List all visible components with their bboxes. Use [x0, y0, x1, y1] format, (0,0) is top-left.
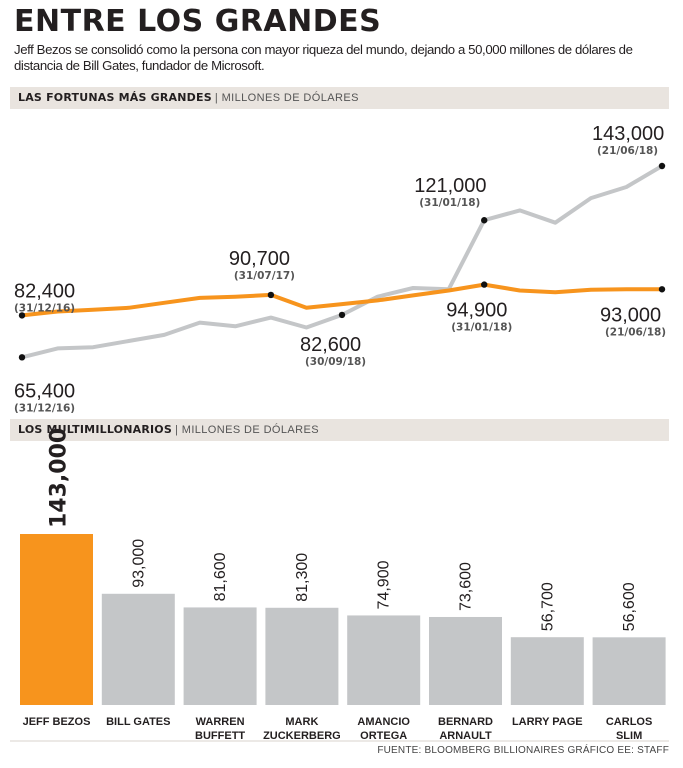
bar	[20, 534, 93, 705]
bar-value-label: 93,000	[130, 539, 147, 588]
bar-category-label: BERNARD	[438, 716, 493, 728]
annotation-date: (31/01/18)	[419, 197, 480, 209]
bar-category-label: ORTEGA	[360, 730, 407, 742]
bar-value-label: 81,300	[294, 553, 311, 602]
annotation-date: (21/06/18)	[605, 326, 666, 338]
bar	[183, 607, 257, 705]
bar	[347, 615, 421, 705]
bar-category-label: AMANCIO	[357, 716, 410, 728]
bar-category-label: BUFFETT	[195, 730, 245, 742]
bar-category-label: WARREN	[196, 716, 245, 728]
bar	[265, 607, 339, 705]
page-subtitle: Jeff Bezos se consolidó como la persona …	[14, 42, 633, 73]
bar-value-label: 56,600	[621, 582, 638, 631]
annotation-point	[18, 354, 26, 361]
bar-value-label: 73,600	[458, 562, 475, 611]
annotation-value: 65,400	[14, 380, 75, 402]
bar-category-label: CARLOS	[606, 716, 652, 728]
annotation-point	[481, 281, 488, 288]
annotation-point	[338, 311, 346, 319]
bar-category-label: SLIM	[616, 730, 642, 742]
annotation-value: 82,600	[300, 334, 361, 356]
annotation-value: 143,000	[592, 123, 664, 145]
bar-section-unit: MILLONES DE DÓLARES	[181, 424, 319, 436]
bar-category-label: JEFF BEZOS	[23, 716, 91, 728]
annotation-point	[18, 312, 26, 319]
annotation-date: (31/01/18)	[451, 322, 512, 334]
bar-value-label: 74,900	[376, 560, 393, 609]
bar-section-header: LOS MULTIMILLONARIOS | MILLONES DE DÓLAR…	[10, 419, 669, 441]
series-line-gates	[20, 282, 664, 318]
annotation-point	[658, 286, 666, 293]
line-section-title: LAS FORTUNAS MÁS GRANDES	[18, 91, 212, 104]
bar	[429, 616, 502, 705]
bar-value-label: 56,700	[539, 582, 556, 631]
line-section-header: LAS FORTUNAS MÁS GRANDES | MILLONES DE D…	[10, 87, 669, 109]
annotation-date: (31/07/17)	[234, 270, 295, 282]
bar-category-label: MARK	[285, 716, 318, 728]
annotation-value: 82,400	[14, 280, 75, 302]
bar-value-label: 143,000	[47, 428, 72, 528]
bar-category-label: ARNAULT	[439, 730, 492, 742]
bar-value-label: 81,600	[212, 552, 229, 601]
annotation-value: 94,900	[446, 300, 507, 322]
bar-category-label: ZUCKERBERG	[263, 730, 341, 742]
annotation-date: (21/06/18)	[597, 145, 658, 157]
bar-section-title: LOS MULTIMILLONARIOS	[18, 423, 172, 436]
annotation-date: (31/12/16)	[14, 402, 75, 414]
annotation-point	[267, 291, 275, 299]
annotation-value: 90,700	[229, 248, 290, 270]
annotation-date: (31/12/16)	[14, 302, 75, 314]
bar-category-label: BILL GATES	[106, 716, 170, 728]
bar	[101, 593, 175, 705]
line-section-unit: MILLONES DE DÓLARES	[221, 92, 359, 104]
annotation-date: (30/09/18)	[305, 356, 366, 368]
bar	[592, 637, 666, 705]
annotation-value: 121,000	[414, 175, 486, 197]
bar	[510, 637, 584, 705]
annotation-point	[481, 217, 488, 224]
annotation-point	[658, 162, 666, 170]
source-note: FUENTE: BLOOMBERG BILLIONAIRES GRÁFICO E…	[377, 745, 669, 756]
page-title: ENTRE LOS GRANDES	[14, 4, 382, 39]
annotation-value: 93,000	[600, 304, 661, 326]
bar-category-label: LARRY PAGE	[512, 716, 583, 728]
series-line-bezos	[20, 164, 664, 360]
